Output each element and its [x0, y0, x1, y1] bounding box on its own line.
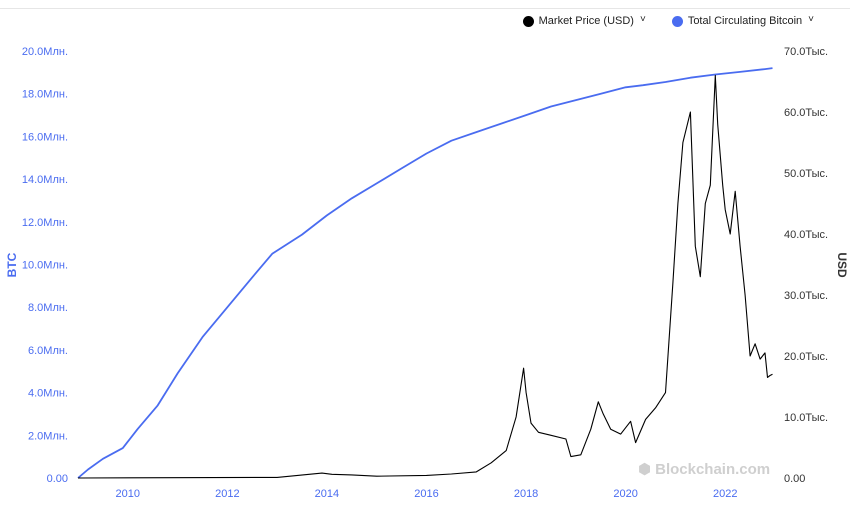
left-axis-tick-label: 20.0Млн. — [22, 46, 68, 58]
right-axis-tick-label: 10.0Тыс. — [784, 412, 828, 424]
legend-label-market-price: Market Price (USD) — [538, 15, 634, 27]
right-axis-tick-label: 0.00 — [784, 473, 805, 485]
right-axis-title: USD — [835, 252, 849, 278]
left-axis-tick-label: 12.0Млн. — [22, 217, 68, 229]
market-price-line — [77, 74, 773, 479]
left-axis-tick-label: 16.0Млн. — [22, 131, 68, 143]
x-axis-tick-label: 2022 — [713, 488, 737, 500]
left-axis-tick-label: 4.0Млн. — [28, 388, 68, 400]
chevron-down-icon[interactable]: ˅ — [808, 13, 814, 25]
x-axis-tick-label: 2014 — [315, 488, 339, 500]
left-axis-tick-label: 14.0Млн. — [22, 174, 68, 186]
left-axis-tick-label: 8.0Млн. — [28, 302, 68, 314]
right-axis-tick-label: 50.0Тыс. — [784, 168, 828, 180]
top-divider — [0, 8, 850, 9]
x-axis-tick-label: 2020 — [613, 488, 637, 500]
legend-item-circulating-bitcoin[interactable]: Total Circulating Bitcoin ˅ — [671, 13, 814, 27]
chart-legend: Market Price (USD) ˅ Total Circulating B… — [522, 13, 814, 27]
legend-item-market-price[interactable]: Market Price (USD) ˅ — [522, 13, 646, 27]
blockchain-logo-icon: ⬢ — [638, 461, 652, 478]
x-axis-tick-label: 2012 — [215, 488, 239, 500]
circulating-bitcoin-line — [77, 67, 773, 479]
right-axis-tick-label: 60.0Тыс. — [784, 107, 828, 119]
legend-label-circulating-bitcoin: Total Circulating Bitcoin — [687, 15, 803, 27]
right-axis-tick-label: 30.0Тыс. — [784, 290, 828, 302]
left-axis-title: BTC — [5, 252, 19, 277]
chevron-down-icon[interactable]: ˅ — [639, 13, 646, 25]
watermark: ⬢ Blockchain.com — [638, 460, 771, 479]
watermark-text: Blockchain.com — [655, 460, 771, 478]
x-axis-tick-label: 2018 — [514, 488, 538, 500]
left-axis-tick-label: 18.0Млн. — [22, 89, 68, 101]
right-axis-tick-label: 20.0Тыс. — [784, 351, 828, 363]
left-axis-tick-label: 2.0Млн. — [28, 430, 68, 442]
x-axis-tick-label: 2016 — [414, 488, 438, 500]
right-axis-tick-label: 70.0Тыс. — [784, 46, 828, 58]
circulating-bitcoin-dot-icon — [671, 15, 683, 27]
x-axis-tick-label: 2010 — [116, 488, 140, 500]
left-axis-tick-label: 6.0Млн. — [28, 345, 68, 357]
market-price-dot-icon — [522, 15, 534, 27]
left-axis-tick-label: 0.00 — [47, 473, 68, 485]
right-axis-tick-label: 40.0Тыс. — [784, 229, 828, 241]
left-axis-tick-label: 10.0Млн. — [22, 260, 68, 272]
